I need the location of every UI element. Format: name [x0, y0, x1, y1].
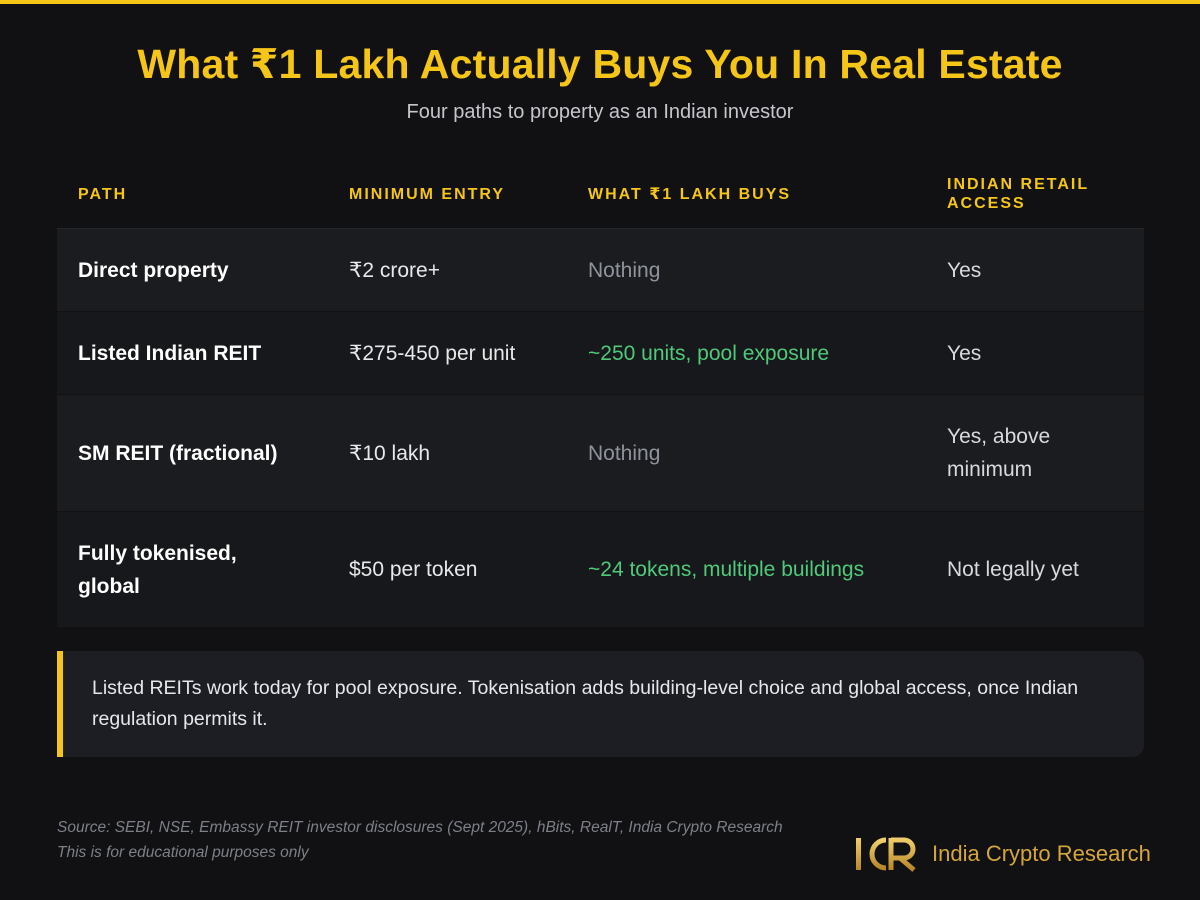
- retail-access-cell: Yes: [947, 341, 982, 365]
- minimum-entry-cell: ₹275-450 per unit: [349, 341, 516, 365]
- callout-accent-bar: [57, 651, 63, 757]
- minimum-entry-cell: $50 per token: [349, 558, 478, 581]
- path-cell: Fully tokenised, global: [78, 541, 237, 598]
- what-it-buys-cell: ~250 units, pool exposure: [588, 341, 830, 365]
- brand-name: India Crypto Research: [932, 841, 1151, 866]
- what-it-buys-cell: Nothing: [588, 441, 661, 465]
- retail-access-cell: Yes: [947, 258, 982, 282]
- disclaimer: This is for educational purposes only: [57, 844, 309, 861]
- summary-callout: Listed REITs work today for pool exposur…: [57, 651, 1144, 757]
- table-row: SM REIT (fractional) ₹10 lakh Nothing Ye…: [57, 395, 1144, 512]
- comparison-table: PATH MINIMUM ENTRY WHAT ₹1 LAKH BUYS IND…: [57, 160, 1144, 628]
- table-row: Direct property ₹2 crore+ Nothing Yes: [57, 229, 1144, 312]
- retail-access-cell: Not legally yet: [947, 558, 1079, 581]
- page-subtitle: Four paths to property as an Indian inve…: [406, 101, 794, 123]
- path-cell: Direct property: [78, 258, 229, 282]
- table-row: Fully tokenised, global $50 per token ~2…: [57, 512, 1144, 628]
- table-row: Listed Indian REIT ₹275-450 per unit ~25…: [57, 312, 1144, 395]
- brand-logo: India Crypto Research: [854, 833, 1151, 875]
- what-it-buys-cell: ~24 tokens, multiple buildings: [588, 558, 865, 581]
- retail-access-cell: Yes, above minimum: [947, 425, 1051, 481]
- table-header: PATH MINIMUM ENTRY WHAT ₹1 LAKH BUYS IND…: [57, 160, 1144, 229]
- column-header-path: PATH: [78, 185, 128, 203]
- column-header-retail-access: INDIAN RETAIL ACCESS: [947, 176, 1089, 212]
- source-note: Source: SEBI, NSE, Embassy REIT investor…: [57, 815, 877, 865]
- minimum-entry-cell: ₹2 crore+: [349, 258, 440, 282]
- icr-logo-icon: [856, 837, 916, 872]
- path-cell: SM REIT (fractional): [78, 441, 278, 465]
- column-header-what-it-buys: WHAT ₹1 LAKH BUYS: [588, 185, 792, 203]
- top-accent-bar: [0, 0, 1200, 4]
- column-header-minimum-entry: MINIMUM ENTRY: [349, 185, 506, 203]
- minimum-entry-cell: ₹10 lakh: [349, 441, 431, 465]
- source-citation: Source: SEBI, NSE, Embassy REIT investor…: [57, 819, 783, 836]
- path-cell: Listed Indian REIT: [78, 341, 262, 365]
- callout-text: Listed REITs work today for pool exposur…: [92, 677, 1079, 730]
- what-it-buys-cell: Nothing: [588, 258, 661, 282]
- page-title: What ₹1 Lakh Actually Buys You In Real E…: [137, 41, 1063, 87]
